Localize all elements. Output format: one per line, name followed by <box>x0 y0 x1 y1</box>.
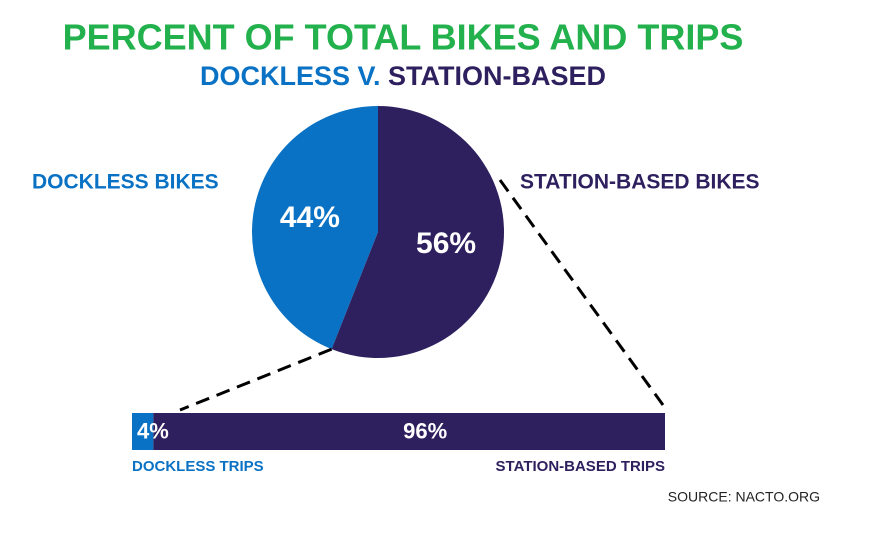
category-label: STATION-BASED BIKES <box>520 171 760 194</box>
value-label: 4% <box>137 418 169 443</box>
subtitle-part: DOCKLESS V. <box>200 61 381 91</box>
bar-segment <box>132 413 154 450</box>
category-label: STATION-BASED TRIPS <box>496 458 665 475</box>
value-label: 96% <box>403 418 447 443</box>
connector <box>179 347 333 412</box>
pie-slice <box>252 106 378 350</box>
value-label: 56% <box>416 227 476 260</box>
category-label: DOCKLESS BIKES <box>32 171 219 194</box>
source-note: SOURCE: NACTO.ORG <box>668 489 820 505</box>
category-label: DOCKLESS TRIPS <box>132 458 264 475</box>
pie-slice <box>331 106 505 358</box>
connector <box>498 179 665 406</box>
value-label: 44% <box>280 201 340 234</box>
subtitle-part: STATION-BASED <box>388 61 606 91</box>
chart-title: PERCENT OF TOTAL BIKES AND TRIPS <box>63 17 744 58</box>
bar-segment <box>153 413 665 450</box>
chart-subtitle: DOCKLESS V. STATION-BASED <box>200 61 606 91</box>
